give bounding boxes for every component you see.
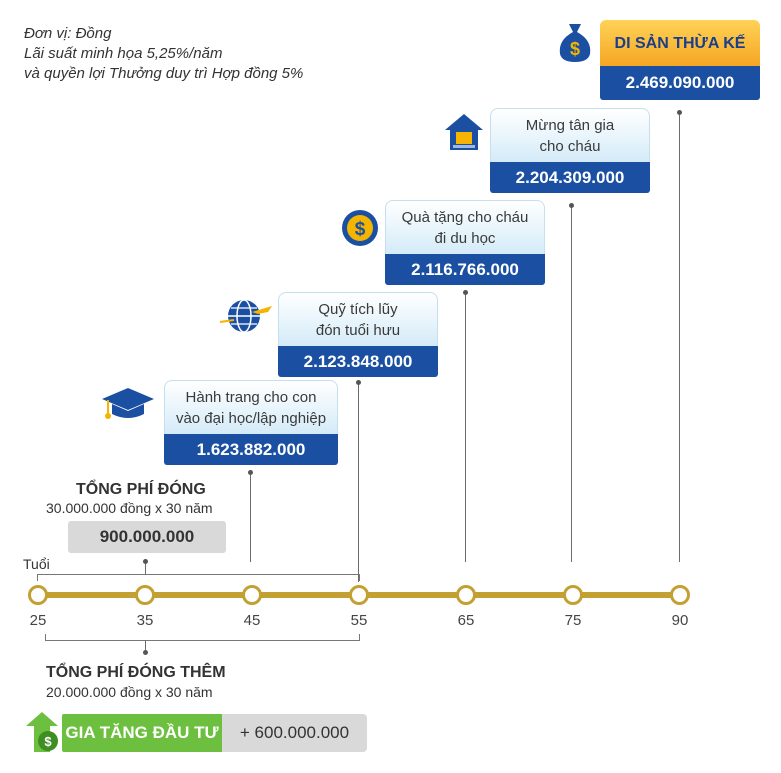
milestone-label-line1: Hành trang cho con — [185, 388, 317, 406]
connector-line — [465, 292, 466, 562]
milestone-card-2: Quỹ tích lũy đón tuổi hưu 2.123.848.000 — [278, 292, 438, 377]
premium-brace — [37, 574, 360, 581]
unit-note: Đơn vị: Đồng — [24, 25, 112, 42]
dollar-coin-icon: $ — [342, 210, 378, 246]
age-tick: 45 — [243, 612, 261, 629]
milestone-label: Quà tặng cho cháu đi du học — [385, 200, 545, 254]
milestone-label: Mừng tân gia cho cháu — [490, 108, 650, 162]
bonus-note: và quyền lợi Thưởng duy trì Hợp đồng 5% — [24, 65, 304, 82]
connector-dot — [463, 290, 468, 295]
premium-total: 900.000.000 — [68, 521, 226, 553]
timeline-node — [670, 585, 690, 605]
extra-premium-title: TỔNG PHÍ ĐÓNG THÊM — [46, 664, 226, 681]
age-tick: 25 — [29, 612, 47, 629]
svg-text:$: $ — [355, 219, 366, 240]
milestone-label-line1: Mừng tân gia — [525, 116, 615, 134]
age-tick: 55 — [350, 612, 368, 629]
timeline-node — [349, 585, 369, 605]
extra-premium-brace — [45, 634, 360, 641]
milestone-label-line2: vào đại học/lập nghiệp — [175, 409, 327, 427]
milestone-card-4: Mừng tân gia cho cháu 2.204.309.000 — [490, 108, 650, 193]
milestone-label-line2: cho cháu — [539, 137, 601, 155]
connector-line — [250, 472, 251, 562]
milestone-card-3: Quà tặng cho cháu đi du học 2.116.766.00… — [385, 200, 545, 285]
milestone-label: Hành trang cho con vào đại học/lập nghiệ… — [164, 380, 338, 434]
money-bag-icon: $ — [559, 24, 591, 62]
timeline-node — [563, 585, 583, 605]
milestone-label-line2: đi du học — [434, 229, 496, 247]
milestone-label-line1: DI SẢN THỪA KẾ — [614, 34, 746, 52]
investment-boost-badge: GIA TĂNG ĐẦU TƯ — [62, 714, 222, 752]
extra-premium-total: + 600.000.000 — [222, 714, 367, 752]
connector-dot — [677, 110, 682, 115]
age-tick: 65 — [457, 612, 475, 629]
globe-plane-icon — [219, 299, 272, 333]
milestone-value: 2.123.848.000 — [278, 346, 438, 377]
premium-title: TỔNG PHÍ ĐÓNG — [76, 481, 206, 498]
brace-stem — [145, 561, 146, 574]
milestone-label-line2: đón tuổi hưu — [315, 321, 401, 339]
brace-dot — [143, 559, 148, 564]
svg-text:$: $ — [570, 39, 580, 59]
connector-dot — [248, 470, 253, 475]
milestone-label: Quỹ tích lũy đón tuổi hưu — [278, 292, 438, 346]
age-axis-label: Tuổi — [23, 556, 50, 572]
timeline-node — [135, 585, 155, 605]
connector-dot — [356, 380, 361, 385]
connector-line — [358, 382, 359, 582]
milestone-label: DI SẢN THỪA KẾ — [600, 20, 760, 66]
milestone-card-1: Hành trang cho con vào đại học/lập nghiệ… — [164, 380, 338, 465]
brace-dot — [143, 650, 148, 655]
milestone-label-line1: Quỹ tích lũy — [318, 300, 398, 318]
extra-premium-detail: 20.000.000 đồng x 30 năm — [46, 684, 213, 700]
house-icon — [445, 114, 483, 150]
connector-dot — [569, 203, 574, 208]
connector-line — [679, 112, 680, 562]
growth-arrow-dollar-icon: $ — [26, 712, 58, 752]
milestone-value: 1.623.882.000 — [164, 434, 338, 465]
brace-stem — [145, 640, 146, 652]
connector-line — [571, 205, 572, 562]
chart-note: Đơn vị: Đồng Lãi suất minh họa 5,25%/năm… — [24, 24, 303, 84]
milestone-value: 2.469.090.000 — [600, 66, 760, 100]
rate-note: Lãi suất minh họa 5,25%/năm — [24, 45, 223, 62]
graduation-cap-icon — [102, 388, 154, 419]
age-tick: 35 — [136, 612, 154, 629]
premium-detail: 30.000.000 đồng x 30 năm — [46, 500, 213, 516]
milestone-value: 2.116.766.000 — [385, 254, 545, 285]
timeline-node — [242, 585, 262, 605]
age-tick: 90 — [671, 612, 689, 629]
timeline-node — [456, 585, 476, 605]
age-tick: 75 — [564, 612, 582, 629]
svg-text:$: $ — [44, 734, 52, 749]
timeline-node — [28, 585, 48, 605]
milestone-card-5: DI SẢN THỪA KẾ 2.469.090.000 — [600, 20, 760, 100]
milestone-label-line1: Quà tặng cho cháu — [401, 208, 529, 226]
milestone-value: 2.204.309.000 — [490, 162, 650, 193]
